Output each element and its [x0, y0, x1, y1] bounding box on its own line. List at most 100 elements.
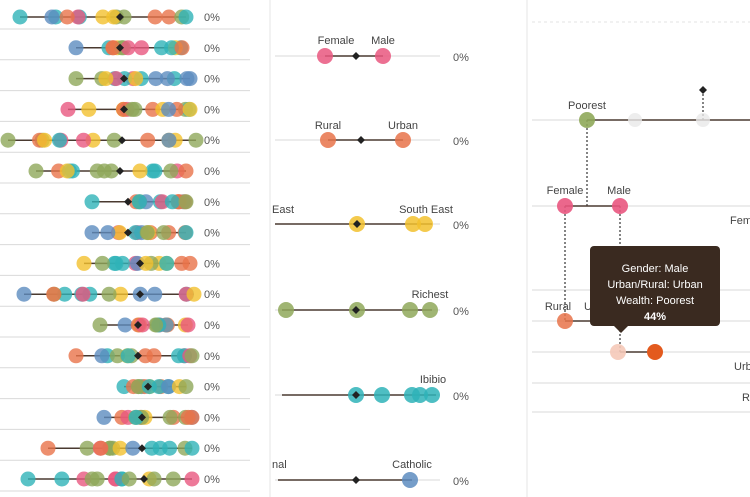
data-point: [93, 440, 109, 456]
data-point: [156, 225, 172, 241]
data-point: [28, 163, 44, 179]
data-point: [148, 71, 164, 87]
mean-diamond: [124, 197, 132, 206]
data-point: [178, 194, 194, 210]
data-point: [178, 379, 194, 395]
data-point: [424, 387, 440, 403]
data-point: [162, 409, 178, 425]
row-percent: 0%: [204, 228, 220, 240]
mean-diamond: [140, 475, 148, 483]
row-percent: 0%: [204, 12, 220, 24]
row-percent: 0%: [204, 166, 220, 178]
data-point: [114, 255, 130, 271]
data-point: [89, 163, 105, 179]
data-point: [132, 163, 148, 179]
data-point: [120, 40, 136, 56]
data-point: [105, 40, 121, 56]
data-point: [184, 440, 200, 456]
data-point: [98, 71, 114, 87]
mean-diamond: [357, 136, 365, 144]
mean-diamond: [118, 136, 126, 145]
row-percent: 0%: [204, 104, 220, 116]
mean-diamond: [138, 413, 146, 422]
data-point: [109, 348, 125, 364]
data-point: [68, 40, 84, 56]
data-point: [422, 302, 438, 318]
data-point: [81, 101, 97, 117]
label-poorest: Poorest: [568, 100, 606, 112]
data-point: [100, 225, 116, 241]
mean-diamond: [116, 167, 124, 175]
data-point: [60, 101, 76, 117]
data-point: [0, 132, 16, 148]
row-percent: 0%: [204, 43, 220, 55]
mean-diamond: [138, 444, 146, 453]
data-point: [182, 255, 198, 271]
mean-diamond: [136, 290, 144, 299]
row-percent: 0%: [453, 220, 469, 232]
data-point: [402, 472, 418, 488]
data-point: [171, 348, 187, 364]
row-percent: 0%: [204, 382, 220, 394]
faded-point: [610, 344, 626, 360]
data-point: [120, 348, 136, 364]
label-female: Female: [547, 185, 584, 197]
data-point: [131, 379, 147, 395]
data-point: [134, 317, 150, 333]
data-point: [40, 440, 56, 456]
data-point: [16, 286, 32, 302]
row-percent: 0%: [204, 135, 220, 147]
data-point: [612, 198, 628, 214]
group-label: Richest: [412, 289, 449, 301]
data-point: [165, 471, 181, 487]
data-point: [68, 348, 84, 364]
data-point: [128, 409, 144, 425]
group-label: Ibibio: [420, 374, 446, 386]
group-label: Urban: [388, 120, 418, 132]
data-point: [557, 313, 573, 329]
data-point: [178, 9, 194, 25]
mean-diamond: [120, 74, 128, 83]
data-point: [184, 471, 200, 487]
group-label: Female: [318, 35, 355, 47]
data-point: [84, 225, 100, 241]
data-point: [417, 216, 433, 232]
data-point: [117, 317, 133, 333]
data-point: [89, 471, 105, 487]
data-point: [51, 132, 67, 148]
row-percent: 0%: [204, 74, 220, 86]
data-point: [174, 40, 190, 56]
data-point: [128, 71, 144, 87]
mean-diamond: [134, 351, 142, 360]
data-point: [148, 317, 164, 333]
row-percent: 0%: [453, 52, 469, 64]
data-point: [557, 198, 573, 214]
row-percent: 0%: [204, 351, 220, 363]
row-percent: 0%: [204, 197, 220, 209]
group-label: nal: [272, 459, 287, 471]
tooltip-arrow: [614, 326, 628, 333]
group-label: South East: [399, 204, 453, 216]
data-point: [57, 286, 73, 302]
data-point: [59, 163, 75, 179]
data-point: [164, 194, 180, 210]
label-r: R: [742, 392, 750, 404]
data-point: [146, 348, 162, 364]
data-point: [113, 286, 129, 302]
data-point: [375, 48, 391, 64]
mean-diamond: [352, 52, 360, 60]
data-point: [159, 255, 175, 271]
data-point: [20, 471, 36, 487]
data-point: [402, 302, 418, 318]
data-point: [101, 286, 117, 302]
data-point: [44, 9, 60, 25]
data-point: [96, 409, 112, 425]
data-point: [94, 348, 110, 364]
data-point: [184, 348, 200, 364]
faded-point: [696, 113, 710, 127]
data-point: [121, 471, 137, 487]
row-percent: 0%: [453, 136, 469, 148]
data-point: [182, 71, 198, 87]
data-point: [145, 163, 161, 179]
